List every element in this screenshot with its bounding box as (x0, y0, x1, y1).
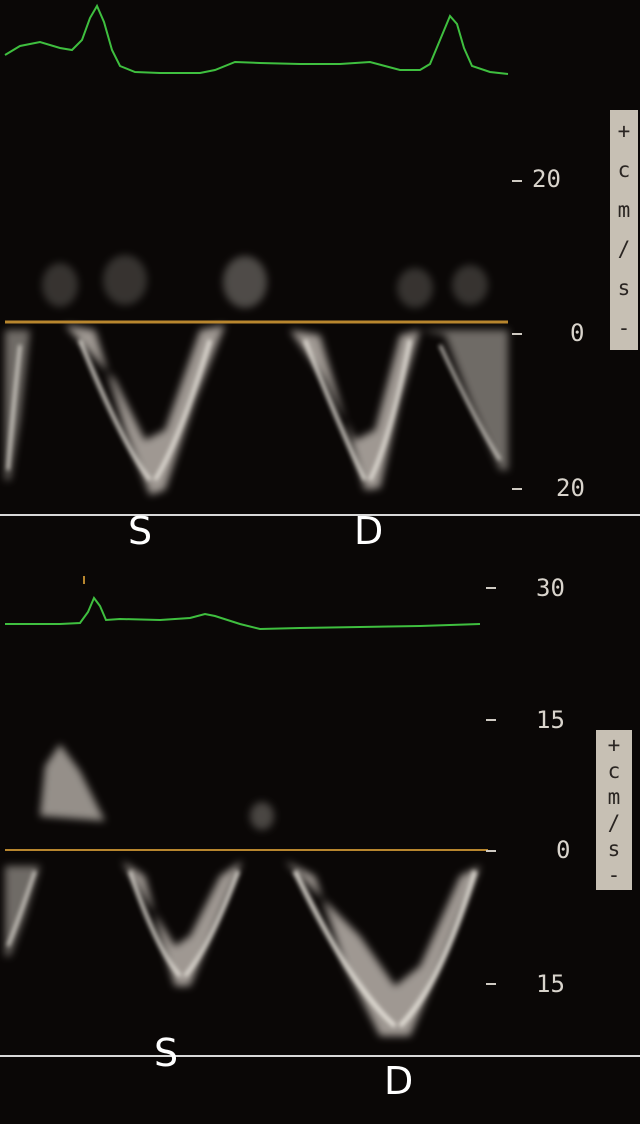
tick-mark (486, 587, 496, 589)
scale-label-top: 30 (536, 574, 565, 602)
doppler-panel-bottom: 30 15 0 15 + c m / s - (0, 516, 640, 1124)
ecg-trace-bottom (5, 596, 481, 631)
scale-label-zero: 0 (570, 319, 585, 347)
velocity-unit-label: + c m / s - (596, 730, 632, 890)
doppler-panel-top: 20 0 20 + c m / s - (0, 0, 640, 514)
tick-mark (512, 180, 522, 182)
reverse-flow-top (5, 325, 508, 495)
tick-mark (486, 983, 496, 985)
forward-flow-top (42, 255, 488, 308)
doppler-spectrum-top (4, 3, 509, 495)
tick-mark (512, 333, 522, 335)
systolic-label-bottom: S (154, 1031, 179, 1075)
scale-label-top: 20 (532, 165, 561, 193)
panel-divider-bottom (0, 1055, 640, 1057)
doppler-spectrum-bottom (5, 576, 488, 1036)
tick-mark (486, 850, 496, 852)
ecg-trace-top (4, 3, 509, 75)
diastolic-label-top: D (354, 509, 384, 553)
scale-label-upper: 15 (536, 706, 565, 734)
scale-label-zero: 0 (556, 836, 571, 864)
panel-divider (0, 514, 640, 516)
reverse-flow-bottom (5, 861, 480, 1036)
diastolic-label-bottom: D (384, 1059, 414, 1103)
scale-label-lower: 15 (536, 970, 565, 998)
systolic-label-top: S (128, 509, 153, 553)
tick-mark (512, 488, 522, 490)
velocity-unit-label: + c m / s - (610, 110, 638, 350)
tick-mark (486, 719, 496, 721)
scale-label-bottom: 20 (556, 474, 585, 502)
forward-flow-bottom (40, 744, 274, 830)
